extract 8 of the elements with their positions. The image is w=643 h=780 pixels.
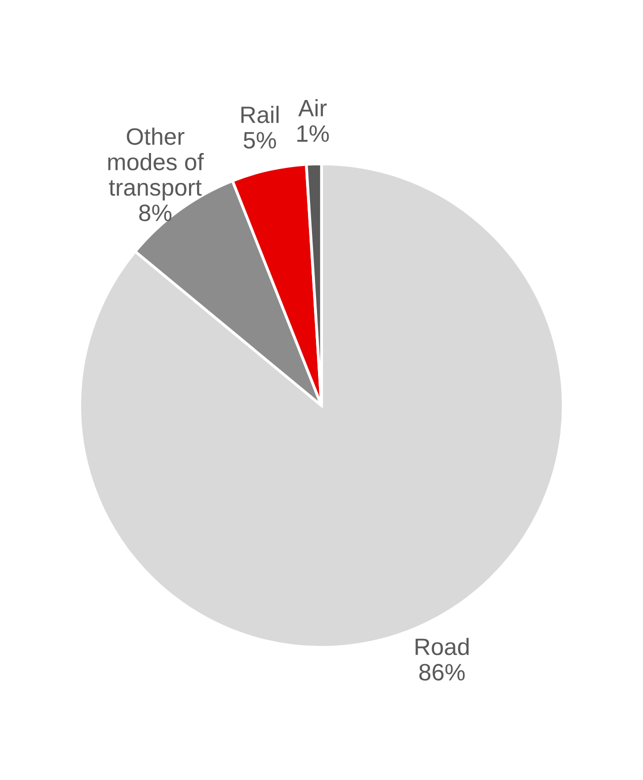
data-label: 1% [297,125,329,142]
slice-label: Other modes of transport [108,128,204,200]
slice-label: Road [416,638,469,656]
slice-label: Rail [241,106,279,124]
data-label: 8% [139,204,172,222]
data-label: 86% [419,664,465,681]
data-label: 5% [244,132,276,149]
slice-label: Air [298,99,327,116]
